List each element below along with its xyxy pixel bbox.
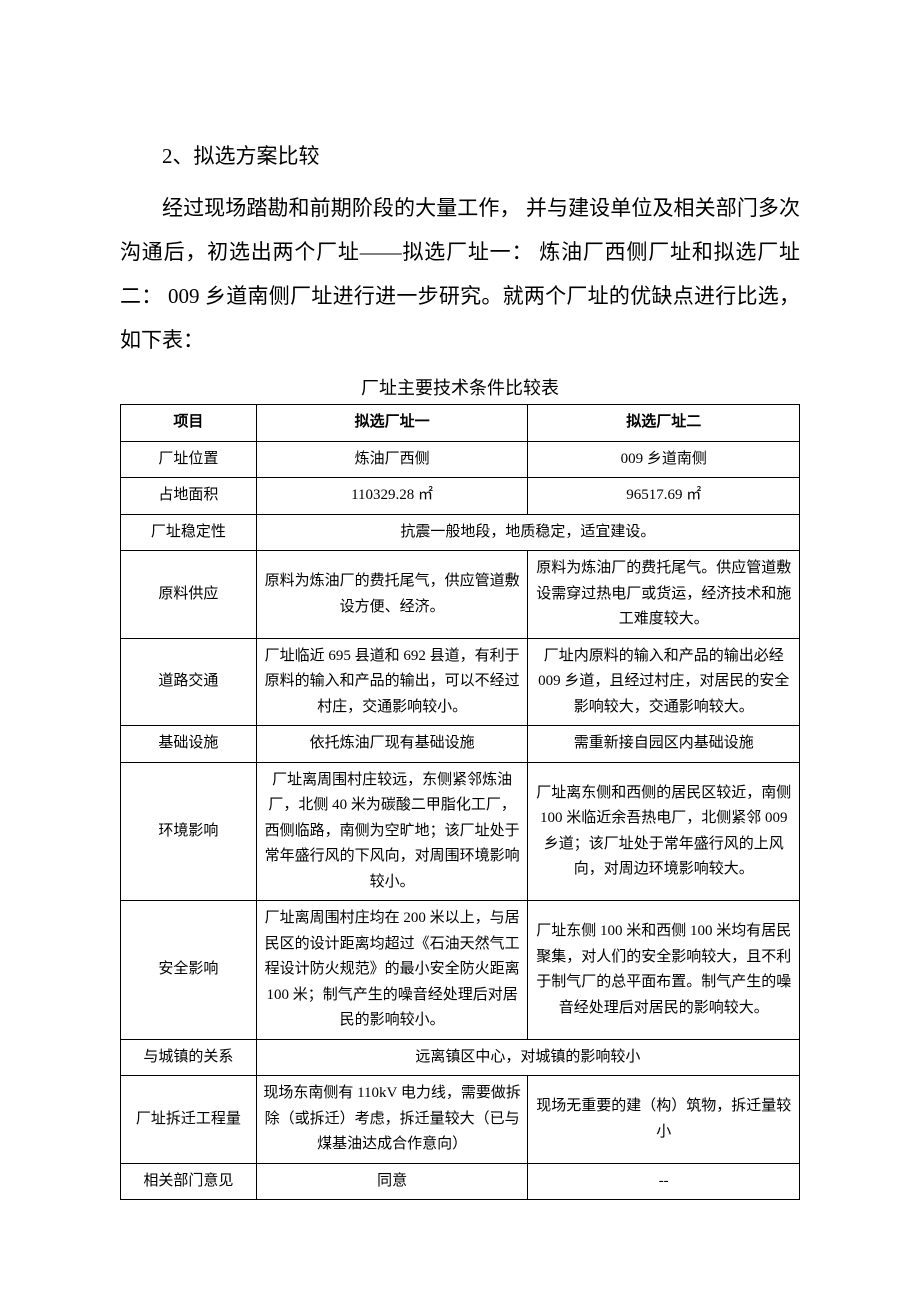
table-title: 厂址主要技术条件比较表 — [120, 374, 800, 400]
cell-material-opt2: 原料为炼油厂的费托尾气。供应管道敷设需穿过热电厂或货运，经济技术和施工难度较大。 — [528, 551, 800, 639]
section-heading: 2、拟选方案比较 — [120, 140, 800, 170]
table-row: 道路交通 厂址临近 695 县道和 692 县道，有利于原料的输入和产品的输出，… — [121, 638, 800, 726]
row-label-infra: 基础设施 — [121, 726, 257, 763]
table-row: 原料供应 原料为炼油厂的费托尾气，供应管道敷设方便、经济。 原料为炼油厂的费托尾… — [121, 551, 800, 639]
cell-demolition-opt1: 现场东南侧有 110kV 电力线，需要做拆除（或拆迁）考虑，拆迁量较大（已与煤基… — [256, 1076, 528, 1164]
cell-safety-opt1: 厂址离周围村庄均在 200 米以上，与居民区的设计距离均超过《石油天然气工程设计… — [256, 901, 528, 1040]
row-label-area: 占地面积 — [121, 478, 257, 515]
cell-infra-opt2: 需重新接自园区内基础设施 — [528, 726, 800, 763]
cell-demolition-opt2: 现场无重要的建（构）筑物，拆迁量较小 — [528, 1076, 800, 1164]
header-option2: 拟选厂址二 — [528, 405, 800, 442]
table-row: 与城镇的关系 远离镇区中心，对城镇的影响较小 — [121, 1039, 800, 1076]
row-label-location: 厂址位置 — [121, 441, 257, 478]
cell-env-opt1: 厂址离周围村庄较远，东侧紧邻炼油厂，北侧 40 米为碳酸二甲脂化工厂，西侧临路，… — [256, 762, 528, 901]
row-label-safety: 安全影响 — [121, 901, 257, 1040]
table-row: 厂址位置 炼油厂西侧 009 乡道南侧 — [121, 441, 800, 478]
row-label-opinion: 相关部门意见 — [121, 1163, 257, 1200]
row-label-traffic: 道路交通 — [121, 638, 257, 726]
row-label-town: 与城镇的关系 — [121, 1039, 257, 1076]
row-label-material: 原料供应 — [121, 551, 257, 639]
cell-town-merged: 远离镇区中心，对城镇的影响较小 — [256, 1039, 799, 1076]
table-row: 厂址稳定性 抗震一般地段，地质稳定，适宜建设。 — [121, 514, 800, 551]
intro-paragraph: 经过现场踏勘和前期阶段的大量工作， 并与建设单位及相关部门多次沟通后，初选出两个… — [120, 186, 800, 362]
table-row: 占地面积 110329.28 ㎡ 96517.69 ㎡ — [121, 478, 800, 515]
row-label-demolition: 厂址拆迁工程量 — [121, 1076, 257, 1164]
row-label-stability: 厂址稳定性 — [121, 514, 257, 551]
cell-env-opt2: 厂址离东侧和西侧的居民区较近，南侧 100 米临近余吾热电厂，北侧紧邻 009 … — [528, 762, 800, 901]
cell-opinion-opt1: 同意 — [256, 1163, 528, 1200]
cell-material-opt1: 原料为炼油厂的费托尾气，供应管道敷设方便、经济。 — [256, 551, 528, 639]
table-row: 环境影响 厂址离周围村庄较远，东侧紧邻炼油厂，北侧 40 米为碳酸二甲脂化工厂，… — [121, 762, 800, 901]
comparison-table: 项目 拟选厂址一 拟选厂址二 厂址位置 炼油厂西侧 009 乡道南侧 占地面积 … — [120, 404, 800, 1200]
cell-safety-opt2: 厂址东侧 100 米和西侧 100 米均有居民聚集，对人们的安全影响较大，且不利… — [528, 901, 800, 1040]
cell-area-opt1: 110329.28 ㎡ — [256, 478, 528, 515]
cell-opinion-opt2: -- — [528, 1163, 800, 1200]
table-row: 厂址拆迁工程量 现场东南侧有 110kV 电力线，需要做拆除（或拆迁）考虑，拆迁… — [121, 1076, 800, 1164]
cell-infra-opt1: 依托炼油厂现有基础设施 — [256, 726, 528, 763]
cell-area-opt2: 96517.69 ㎡ — [528, 478, 800, 515]
header-option1: 拟选厂址一 — [256, 405, 528, 442]
table-header-row: 项目 拟选厂址一 拟选厂址二 — [121, 405, 800, 442]
cell-traffic-opt1: 厂址临近 695 县道和 692 县道，有利于原料的输入和产品的输出，可以不经过… — [256, 638, 528, 726]
table-row: 基础设施 依托炼油厂现有基础设施 需重新接自园区内基础设施 — [121, 726, 800, 763]
cell-location-opt2: 009 乡道南侧 — [528, 441, 800, 478]
table-row: 安全影响 厂址离周围村庄均在 200 米以上，与居民区的设计距离均超过《石油天然… — [121, 901, 800, 1040]
cell-location-opt1: 炼油厂西侧 — [256, 441, 528, 478]
cell-stability-merged: 抗震一般地段，地质稳定，适宜建设。 — [256, 514, 799, 551]
header-project: 项目 — [121, 405, 257, 442]
row-label-env: 环境影响 — [121, 762, 257, 901]
table-row: 相关部门意见 同意 -- — [121, 1163, 800, 1200]
cell-traffic-opt2: 厂址内原料的输入和产品的输出必经 009 乡道，且经过村庄，对居民的安全影响较大… — [528, 638, 800, 726]
